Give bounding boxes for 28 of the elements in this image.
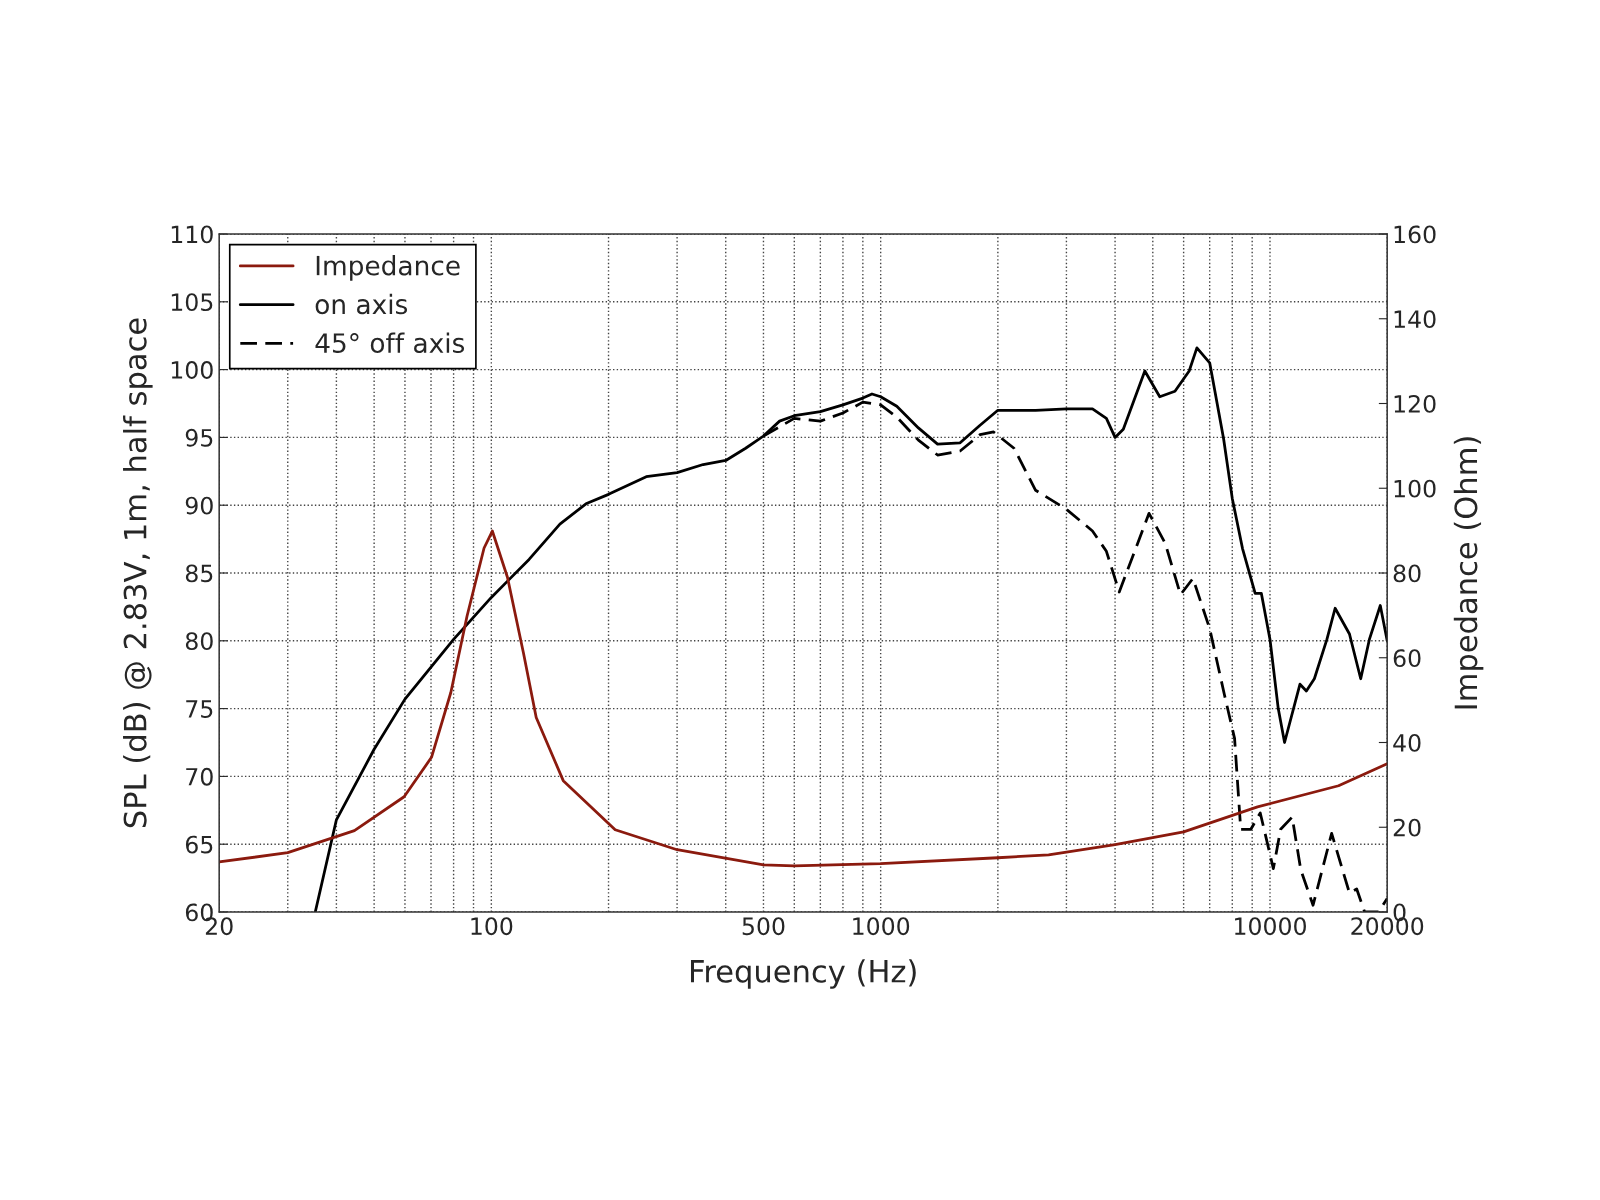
y2-tick-label: 160 <box>1394 225 1436 244</box>
x-tick-label: 1000 <box>853 917 910 936</box>
y-tick-label: 110 <box>171 225 213 244</box>
legend-label: on axis <box>315 293 408 315</box>
legend-label: Impedance <box>316 255 460 281</box>
y2-tick-label: 120 <box>1394 394 1436 413</box>
y-axis-title: SPL (dB) @ 2.83V, 1m, half space <box>123 318 153 828</box>
y-tick-label: 105 <box>171 293 213 312</box>
x-tick-label: 100 <box>471 917 513 936</box>
y-tick-label: 70 <box>186 767 213 786</box>
y-tick-label: 80 <box>185 632 213 651</box>
y-tick-label: 95 <box>185 428 213 447</box>
y-tick-label: 85 <box>185 564 213 583</box>
x-axis-title: Frequency (Hz) <box>690 959 916 989</box>
y2-tick-label: 100 <box>1394 479 1436 498</box>
y2-axis-title: Impedance (Ohm) <box>1453 437 1484 709</box>
y2-tick-label: 140 <box>1394 310 1436 329</box>
y2-tick-label: 80 <box>1393 564 1421 583</box>
y-tick-label: 90 <box>185 496 213 515</box>
y-tick-label: 100 <box>171 361 213 379</box>
y2-tick-label: 20 <box>1393 818 1421 837</box>
x-tick-label: 10000 <box>1235 917 1306 936</box>
y2-tick-label: 60 <box>1393 649 1421 668</box>
y2-tick-label: 40 <box>1393 733 1421 752</box>
legend-label: 45° off axis <box>315 332 465 354</box>
x-tick-label: 500 <box>742 917 785 936</box>
y-tick-label: 75 <box>186 700 213 718</box>
y-tick-label: 65 <box>185 835 213 854</box>
